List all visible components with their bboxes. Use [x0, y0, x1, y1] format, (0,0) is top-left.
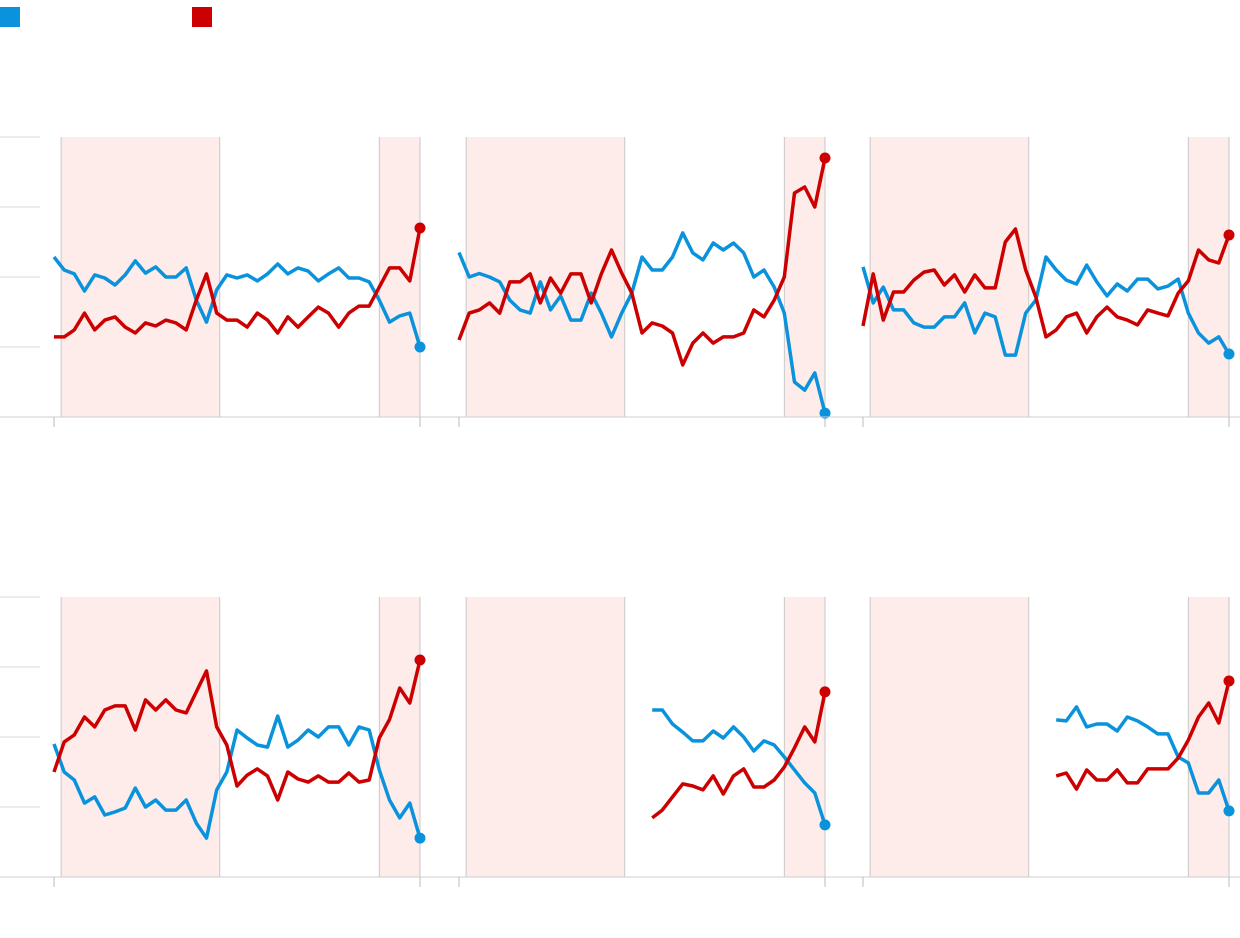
- end-dot: [1223, 675, 1235, 687]
- series-line: [861, 227, 1231, 339]
- series-line: [651, 691, 827, 820]
- series-line: [52, 659, 422, 802]
- shaded-period: [1188, 597, 1229, 877]
- series-line: [54, 227, 422, 339]
- legend-swatch: [0, 7, 20, 27]
- series-line: [861, 255, 1231, 357]
- shaded-period: [870, 597, 1029, 877]
- end-dot: [1223, 229, 1235, 241]
- end-dot: [1223, 348, 1235, 360]
- shaded-period: [379, 597, 420, 877]
- end-dot: [1223, 805, 1235, 817]
- series-line: [1056, 705, 1231, 812]
- series-line: [1055, 680, 1231, 791]
- end-dot: [414, 341, 426, 353]
- shaded-period: [1188, 137, 1229, 417]
- end-dot: [819, 407, 831, 419]
- series-line: [52, 255, 422, 348]
- shaded-period: [61, 597, 220, 877]
- end-dot: [819, 152, 831, 164]
- end-dot: [819, 819, 831, 831]
- end-dot: [414, 654, 426, 666]
- end-dot: [819, 686, 831, 698]
- end-dot: [414, 832, 426, 844]
- series-line: [457, 231, 827, 414]
- end-dot: [414, 222, 426, 234]
- shaded-period: [466, 597, 625, 877]
- series-line: [652, 708, 827, 826]
- legend-swatch: [192, 7, 212, 27]
- shaded-period: [61, 137, 220, 417]
- series-line: [52, 714, 422, 840]
- series-line: [457, 157, 827, 367]
- shaded-period: [784, 597, 825, 877]
- shaded-period: [870, 137, 1029, 417]
